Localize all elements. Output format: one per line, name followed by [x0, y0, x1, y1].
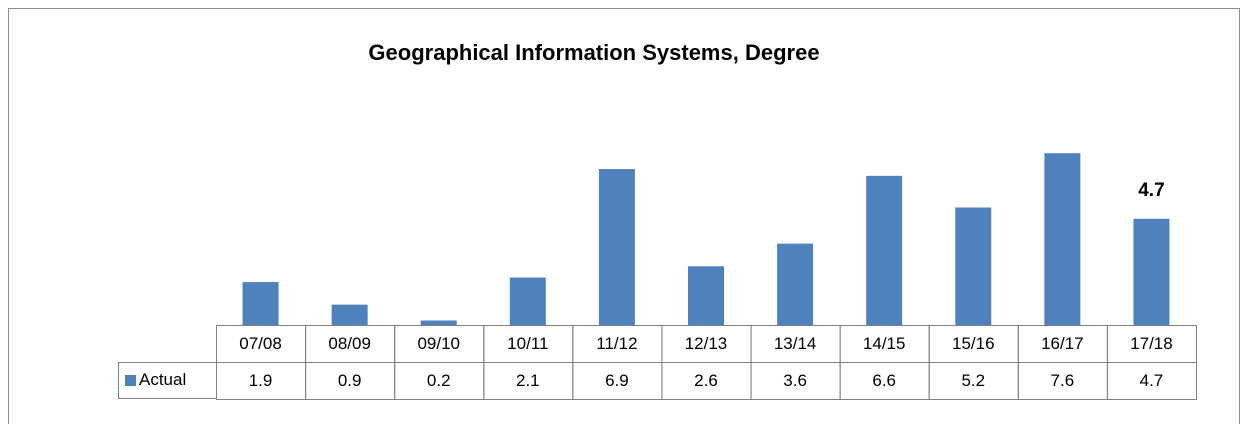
table-value: 6.6: [872, 371, 896, 390]
x-tick-label: 17/18: [1130, 334, 1173, 353]
bar: [1044, 153, 1081, 325]
table-value: 4.7: [1140, 371, 1164, 390]
bar: [955, 207, 992, 325]
x-tick-label: 12/13: [685, 334, 728, 353]
bar: [688, 266, 724, 325]
chart-title: Geographical Information Systems, Degree: [368, 40, 819, 65]
table-value: 2.6: [694, 371, 718, 390]
x-tick-label: 11/12: [596, 334, 637, 353]
x-tick-label: 09/10: [417, 334, 460, 353]
bar: [777, 243, 814, 325]
x-tick-label: 15/16: [952, 334, 995, 353]
bar: [1133, 218, 1170, 325]
x-tick-label: 07/08: [239, 334, 282, 353]
x-tick-label: 13/14: [774, 334, 817, 353]
table-value: 7.6: [1051, 371, 1075, 390]
table-value: 6.9: [605, 371, 629, 390]
table-value: 0.2: [427, 371, 451, 390]
x-tick-label: 16/17: [1041, 334, 1084, 353]
table-value: 1.9: [249, 371, 273, 390]
legend-swatch: [125, 375, 136, 386]
table-value: 0.9: [338, 371, 362, 390]
bar: [598, 169, 635, 325]
table-value: 3.6: [783, 371, 807, 390]
legend-label: Actual: [139, 370, 186, 389]
x-tick-label: 14/15: [863, 334, 906, 353]
bar: [331, 304, 368, 325]
bar: [509, 277, 546, 325]
bar: [420, 320, 457, 325]
value-cell: [1106, 362, 1197, 400]
bar: [242, 282, 279, 325]
table-value: 5.2: [961, 371, 985, 390]
x-tick-label: 10/11: [507, 334, 548, 353]
x-tick-label: 08/09: [328, 334, 371, 353]
data-label: 4.7: [1138, 180, 1164, 201]
table-value: 2.1: [516, 371, 540, 390]
bar: [866, 175, 903, 325]
